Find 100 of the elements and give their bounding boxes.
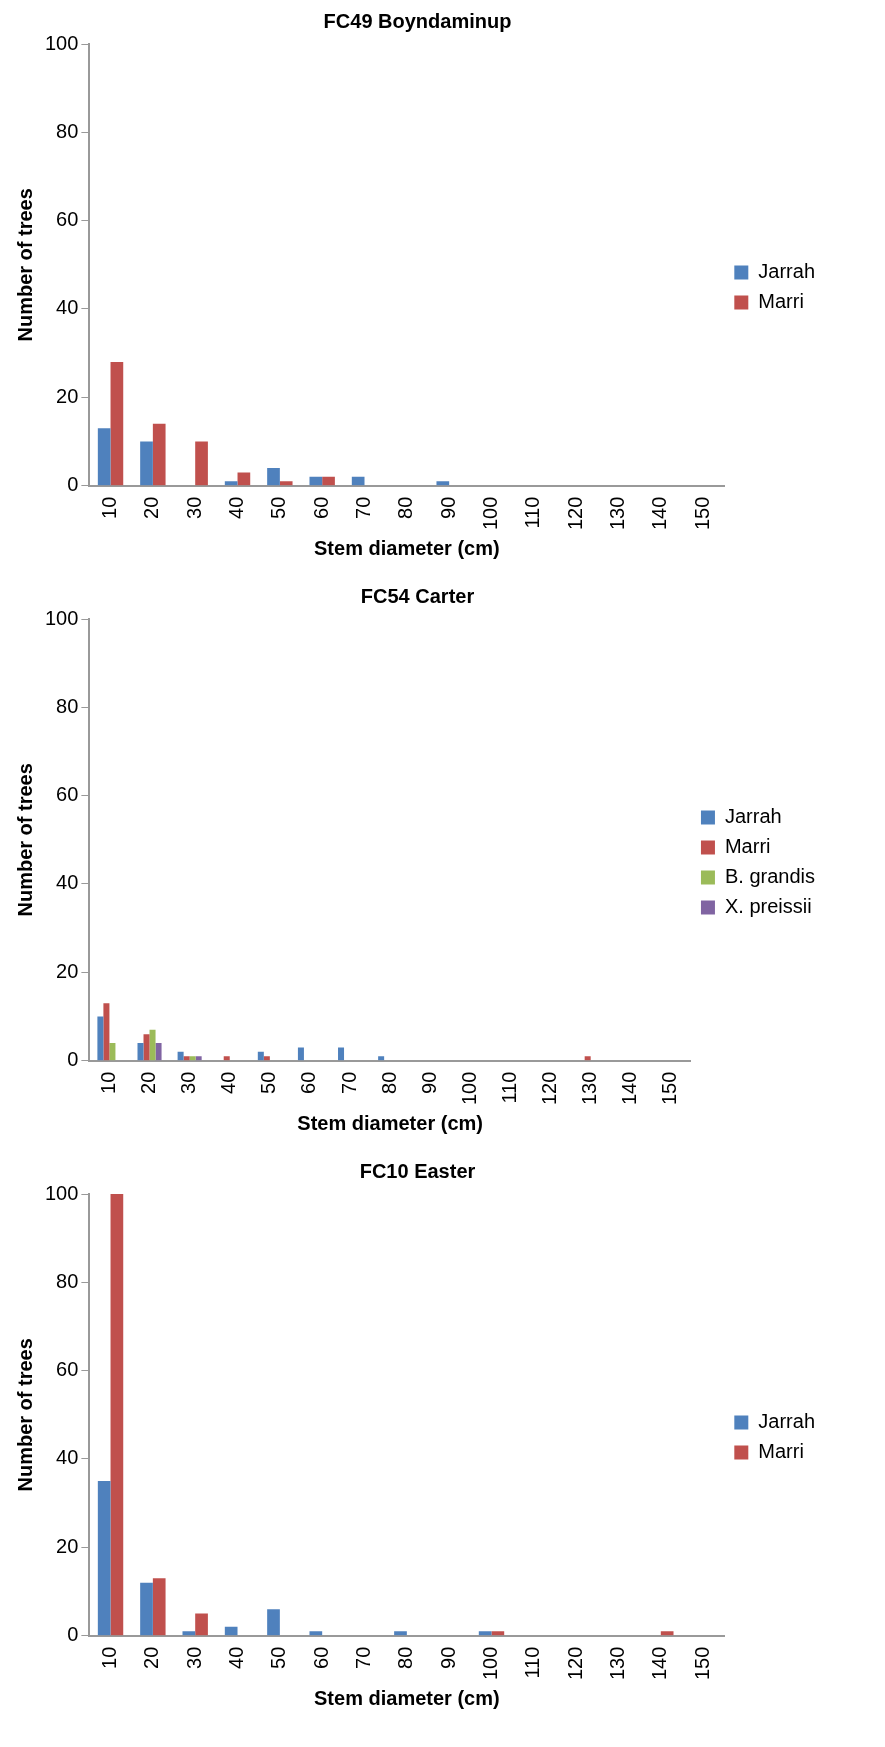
y-tick-label: 40 (56, 296, 79, 319)
bar (309, 476, 323, 486)
bar (223, 1056, 230, 1061)
y-tick-label: 40 (56, 871, 79, 894)
x-tick-label: 50 (257, 1071, 280, 1094)
y-tick-label: 80 (56, 694, 79, 717)
bar (103, 1003, 110, 1061)
bar (297, 1047, 304, 1061)
bar (177, 1051, 184, 1061)
x-tick-label: 110 (521, 496, 544, 529)
x-tick-label: 120 (563, 1646, 586, 1681)
x-tick-label: 110 (497, 1071, 520, 1104)
y-tick-label: 100 (44, 31, 79, 54)
legend-label: Jarrah (758, 260, 816, 283)
y-tick-label: 0 (67, 473, 79, 496)
y-tick-label: 0 (67, 1048, 79, 1071)
bar (97, 428, 111, 486)
x-tick-label: 110 (521, 1646, 544, 1679)
y-axis-title: Number of trees (13, 1338, 36, 1492)
legend-label: Jarrah (758, 1410, 816, 1433)
y-tick-label: 20 (56, 959, 79, 982)
x-tick-label: 140 (648, 496, 671, 531)
bar (378, 1056, 385, 1061)
y-tick-label: 20 (56, 1534, 79, 1557)
bar (224, 481, 238, 486)
x-tick-label: 30 (177, 1071, 200, 1094)
bar (195, 1613, 208, 1636)
bar (338, 1047, 345, 1061)
x-tick-label: 150 (690, 1646, 713, 1681)
x-tick-label: 10 (98, 496, 121, 519)
bar (309, 1631, 323, 1636)
bar (143, 1034, 150, 1061)
legend-label: X. preissii (724, 895, 812, 918)
chart-title: FC49 Boyndaminup (323, 9, 512, 32)
bar (478, 1631, 492, 1636)
x-tick-label: 80 (394, 1646, 417, 1669)
y-tick-label: 60 (56, 208, 79, 231)
x-tick-label: 70 (337, 1071, 360, 1094)
bar (97, 1481, 111, 1636)
legend-label: Jarrah (724, 805, 782, 828)
x-tick-label: 60 (297, 1071, 320, 1094)
y-tick-label: 60 (56, 1358, 79, 1381)
x-axis-title: Stem diameter (cm) (297, 1111, 483, 1134)
bar (189, 1056, 196, 1061)
bar (394, 1631, 407, 1636)
y-tick-label: 100 (44, 1181, 79, 1204)
x-tick-label: 130 (606, 496, 628, 531)
bar (152, 1578, 166, 1636)
legend-label: Marri (758, 1440, 804, 1463)
bar (155, 1042, 162, 1061)
bar (322, 476, 335, 486)
x-tick-label: 100 (479, 496, 502, 531)
x-tick-label: 80 (394, 496, 417, 519)
x-tick-label: 130 (578, 1071, 601, 1106)
x-tick-label: 80 (377, 1071, 400, 1094)
y-tick-label: 40 (56, 1446, 79, 1469)
x-tick-label: 130 (606, 1646, 628, 1681)
y-tick-label: 80 (56, 1269, 79, 1292)
bar (152, 423, 166, 486)
x-tick-label: 10 (98, 1646, 121, 1669)
x-tick-label: 120 (563, 496, 586, 531)
bar (149, 1029, 156, 1061)
x-tick-label: 90 (417, 1071, 440, 1094)
x-tick-label: 50 (267, 496, 290, 519)
x-tick-label: 40 (225, 496, 248, 519)
x-tick-label: 120 (538, 1071, 561, 1106)
x-tick-label: 30 (182, 496, 205, 519)
bar (110, 1194, 124, 1636)
x-axis-title: Stem diameter (cm) (314, 1686, 500, 1709)
x-tick-label: 70 (352, 1646, 375, 1669)
x-tick-label: 40 (225, 1646, 248, 1669)
y-tick-label: 60 (56, 783, 79, 806)
bar (491, 1631, 505, 1636)
legend-label: B. grandis (724, 865, 816, 888)
bar (195, 441, 208, 486)
x-tick-label: 20 (140, 1646, 163, 1669)
bar (263, 1056, 270, 1061)
y-axis-title: Number of trees (13, 763, 36, 917)
bar (237, 472, 251, 486)
legend-label: Marri (758, 290, 804, 313)
chart-title: FC54 Carter (360, 584, 475, 607)
bar (267, 1609, 280, 1636)
chart-title: FC10 Easter (359, 1159, 476, 1182)
bar (182, 1631, 196, 1636)
x-tick-label: 150 (690, 496, 713, 531)
x-tick-label: 70 (352, 496, 375, 519)
bar (257, 1051, 264, 1061)
legend-label: Marri (724, 835, 771, 858)
x-tick-label: 40 (217, 1071, 240, 1094)
x-tick-label: 10 (96, 1071, 119, 1094)
x-tick-label: 150 (658, 1071, 681, 1106)
x-tick-label: 90 (436, 1646, 459, 1669)
bar (109, 1042, 116, 1061)
y-tick-label: 0 (67, 1623, 79, 1646)
bar (351, 476, 365, 486)
x-tick-label: 140 (648, 1646, 671, 1681)
x-tick-label: 60 (309, 496, 332, 519)
x-tick-label: 50 (267, 1646, 290, 1669)
y-tick-label: 100 (44, 606, 79, 629)
y-axis-title: Number of trees (13, 188, 36, 342)
